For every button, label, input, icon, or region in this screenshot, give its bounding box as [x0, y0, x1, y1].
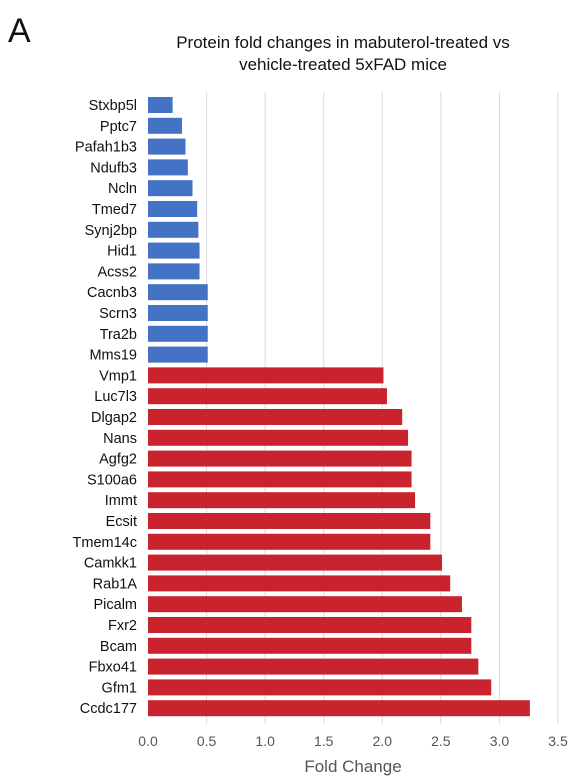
category-label: Tmed7 — [92, 202, 137, 218]
plot-area: Stxbp5l Pptc7 Pafah1b3 Ndufb3 Ncln Tmed7 Synj2… — [73, 92, 568, 749]
x-tick-label: 0.5 — [197, 733, 217, 749]
category-label: Immt — [105, 493, 137, 509]
category-label: Pptc7 — [100, 119, 137, 135]
category-label: Cacnb3 — [87, 285, 137, 301]
bar-scrn3 — [148, 305, 208, 321]
bar-rab1a — [148, 575, 451, 592]
x-axis-title: Fold Change — [304, 757, 401, 776]
category-label: Ecsit — [106, 514, 137, 530]
bar-acss2 — [148, 263, 200, 280]
bar-pptc7 — [148, 117, 182, 134]
panel-letter: A — [8, 12, 31, 50]
category-label: Bcam — [100, 639, 137, 655]
bar-immt — [148, 492, 416, 509]
x-axis-ticks: 0.0 0.5 1.0 1.5 2.0 2.5 3.0 3.5 — [138, 733, 568, 749]
bar-s100a6 — [148, 471, 412, 488]
category-label: Fbxo41 — [89, 660, 137, 676]
x-tick-label: 3.5 — [548, 733, 568, 749]
category-label: Rab1A — [93, 576, 138, 592]
bar-mms19 — [148, 346, 208, 363]
bar-tmem14c — [148, 533, 431, 550]
chart-title-line-1: Protein fold changes in mabuterol-treate… — [176, 33, 510, 52]
x-tick-label: 3.0 — [490, 733, 510, 749]
bar-nans — [148, 429, 409, 446]
category-label: S100a6 — [87, 472, 137, 488]
x-tick-label: 0.0 — [138, 733, 158, 749]
category-label: Agfg2 — [99, 452, 137, 468]
x-tick-label: 2.0 — [373, 733, 393, 749]
bar-agfg2 — [148, 450, 412, 467]
chart-title-line-2: vehicle-treated 5xFAD mice — [239, 55, 447, 74]
category-label: Ncln — [108, 181, 137, 197]
bar-layer — [148, 97, 530, 717]
bar-ccdc177 — [148, 700, 530, 717]
bar-tmed7 — [148, 201, 198, 217]
x-tick-label: 1.5 — [314, 733, 334, 749]
grid-layer — [206, 92, 559, 724]
bar-luc7l3 — [148, 388, 387, 405]
bar-pafah1b3 — [148, 138, 186, 155]
category-label: Synj2bp — [85, 223, 137, 239]
bar-synj2bp — [148, 221, 199, 238]
category-label: Vmp1 — [99, 368, 137, 384]
category-label: Stxbp5l — [89, 98, 137, 114]
category-label: Gfm1 — [102, 680, 137, 696]
bar-ncln — [148, 180, 193, 197]
category-label: Pafah1b3 — [75, 140, 137, 156]
bar-ndufb3 — [148, 159, 188, 176]
category-label: Mms19 — [89, 348, 137, 364]
category-label: Ndufb3 — [90, 160, 137, 176]
bar-ecsit — [148, 513, 431, 529]
bar-stxbp5l — [148, 97, 173, 113]
category-label: Dlgap2 — [91, 410, 137, 426]
bar-picalm — [148, 596, 462, 613]
x-tick-label: 1.0 — [255, 733, 275, 749]
bar-hid1 — [148, 242, 200, 259]
bar-tra2b — [148, 325, 208, 342]
category-label: Nans — [103, 431, 137, 447]
bar-gfm1 — [148, 679, 492, 696]
category-label: Camkk1 — [84, 556, 137, 572]
bar-vmp1 — [148, 367, 384, 384]
bar-camkk1 — [148, 554, 443, 571]
category-label: Picalm — [93, 597, 137, 613]
category-label: Scrn3 — [99, 306, 137, 322]
category-label: Hid1 — [107, 244, 137, 260]
bar-fxr2 — [148, 617, 472, 633]
category-label: Tmem14c — [73, 535, 137, 551]
bar-dlgap2 — [148, 409, 403, 425]
category-label: Acss2 — [98, 264, 138, 280]
category-label: Tra2b — [100, 327, 137, 343]
bar-fbxo41 — [148, 658, 479, 675]
category-labels: Stxbp5l Pptc7 Pafah1b3 Ndufb3 Ncln Tmed7 Synj2… — [73, 98, 138, 717]
category-label: Ccdc177 — [80, 701, 137, 717]
x-tick-label: 2.5 — [431, 733, 451, 749]
category-label: Luc7l3 — [94, 389, 137, 405]
category-label: Fxr2 — [108, 618, 137, 634]
bar-bcam — [148, 637, 472, 654]
bar-cacnb3 — [148, 284, 208, 301]
